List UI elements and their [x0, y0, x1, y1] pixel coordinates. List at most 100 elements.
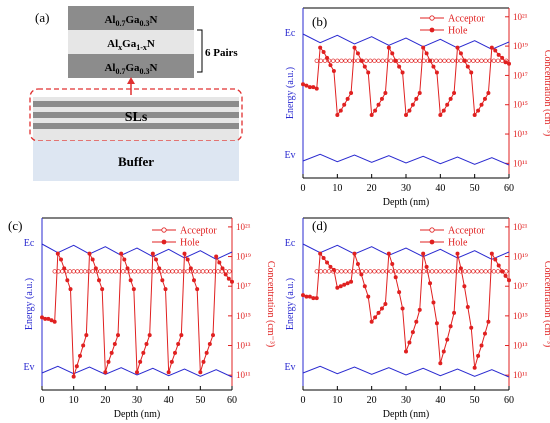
hole-point	[414, 319, 419, 324]
acceptor-point	[405, 269, 410, 274]
hole-point	[314, 86, 319, 91]
pairs-bracket	[197, 29, 203, 73]
x-tick-label: 0	[301, 395, 306, 406]
layer-bottom	[68, 54, 194, 78]
hole-point	[112, 342, 117, 347]
acceptor-point	[339, 58, 344, 63]
y-left-axis-title: Energy (a.u.)	[24, 278, 35, 330]
hole-point	[448, 324, 453, 329]
y-right-tick-label: 10¹⁹	[513, 41, 528, 51]
hole-point	[404, 112, 408, 117]
acceptor-point	[409, 58, 414, 63]
hole-point	[496, 263, 501, 268]
hole-point	[414, 96, 419, 101]
y-right-tick-label: 10¹¹	[513, 158, 528, 168]
hole-point	[376, 102, 381, 107]
hole-point	[318, 251, 323, 256]
hole-point	[482, 96, 487, 101]
hole-point	[214, 254, 219, 259]
y-right-tick-label: 10²¹	[236, 222, 251, 232]
hole-point	[472, 365, 477, 370]
hole-point	[400, 306, 405, 311]
hole-point	[68, 287, 73, 292]
arrowhead-icon	[127, 77, 135, 84]
hole-point	[217, 260, 222, 265]
acceptor-point	[166, 269, 171, 274]
hole-point	[397, 64, 402, 69]
hole-point	[438, 112, 443, 117]
acceptor-point	[82, 269, 88, 274]
hole-point	[311, 85, 316, 90]
hole-point	[125, 266, 130, 271]
y-right-tick-label: 10¹³	[513, 341, 528, 351]
hole-point	[465, 304, 470, 309]
hole-point	[335, 112, 340, 117]
hole-point	[188, 266, 193, 271]
hole-point	[458, 51, 463, 56]
acceptor-point	[396, 58, 402, 63]
hole-point	[321, 49, 326, 54]
hole-point	[434, 70, 439, 75]
acceptor-point	[409, 269, 414, 274]
acceptor-point	[128, 269, 133, 274]
hole-point	[338, 284, 343, 289]
hole-point	[338, 108, 343, 113]
acceptor-point	[71, 269, 76, 274]
panel-label: (d)	[312, 218, 327, 233]
hole-point	[342, 102, 347, 107]
hole-point	[226, 276, 231, 281]
hole-line	[302, 45, 510, 117]
legend-hole-label: Hole	[448, 238, 468, 249]
hole-point	[230, 279, 234, 284]
hole-point	[469, 325, 474, 330]
acceptor-point	[326, 269, 332, 274]
acceptor-point	[322, 269, 328, 274]
legend-hole-marker	[429, 239, 435, 245]
acceptor-point	[376, 58, 381, 63]
y-right-tick-label: 10¹⁵	[513, 311, 528, 321]
hole-point	[185, 257, 190, 262]
acceptor-point	[462, 269, 468, 274]
hole-point	[195, 287, 200, 292]
hole-point	[431, 64, 436, 69]
hole-point	[119, 251, 124, 256]
panel-label: (c)	[8, 218, 22, 233]
acceptor-point	[215, 269, 221, 274]
hole-point	[424, 51, 429, 56]
x-axis-title: Depth (nm)	[114, 409, 160, 420]
hole-point	[424, 264, 429, 269]
hole-point	[472, 112, 477, 117]
hole-point	[366, 294, 371, 299]
legend-hole-marker	[429, 27, 435, 33]
hole-point	[331, 267, 336, 272]
hole-point	[452, 91, 457, 95]
panel-label: (b)	[312, 14, 327, 29]
hole-point	[390, 261, 395, 266]
hole-point	[400, 70, 405, 75]
hole-point	[345, 96, 350, 101]
ec-label: Ec	[285, 28, 296, 39]
sl-stripe	[33, 123, 239, 129]
hole-point	[328, 63, 333, 68]
acceptor-point	[132, 269, 137, 274]
acceptor-point	[147, 269, 152, 274]
hole-point	[479, 343, 484, 348]
x-tick-label: 10	[332, 183, 342, 194]
hole-point	[223, 272, 228, 277]
hole-point	[345, 281, 350, 286]
hole-point	[507, 278, 511, 283]
hole-point	[349, 279, 354, 284]
y-right-tick-label: 10¹¹	[513, 370, 528, 380]
hole-point	[311, 296, 316, 301]
hole-point	[373, 108, 378, 113]
acceptor-point	[446, 269, 451, 274]
sl-stripe	[33, 101, 239, 107]
hole-point	[49, 318, 54, 323]
hole-point	[40, 315, 44, 320]
hole-point	[503, 273, 508, 278]
chart-panel-b: 0 10 20 30 40 50 60 Depth (nm) 10¹¹ 10¹³ 10¹⁵ 10¹⁷ 1…	[284, 7, 550, 208]
hole-point	[500, 55, 505, 60]
legend-hole-label: Hole	[180, 238, 200, 249]
hole-point	[489, 251, 494, 256]
y-right-tick-label: 10¹⁵	[236, 311, 251, 321]
